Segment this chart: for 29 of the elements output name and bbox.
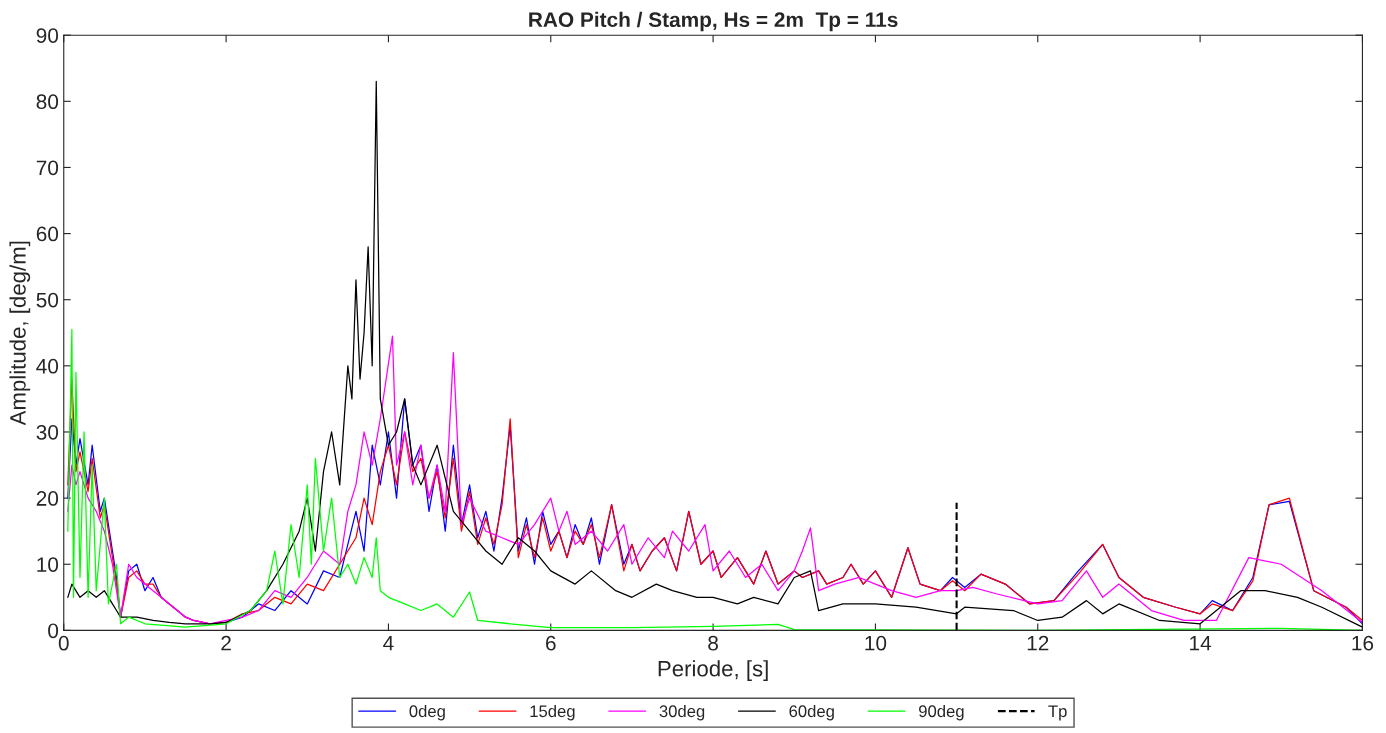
legend-label: 0deg [409, 704, 445, 721]
y-tick-label: 80 [36, 94, 59, 110]
line-series [67, 80, 1363, 628]
y-tick-label: 70 [36, 160, 59, 176]
legend-label: 90deg [919, 704, 964, 721]
x-tick-label: 8 [708, 635, 718, 651]
x-tick-label: 16 [1352, 635, 1374, 651]
legend-label: 30deg [659, 704, 705, 721]
y-tick-label: 10 [37, 557, 59, 572]
y-tick-label: 20 [36, 491, 59, 506]
x-tick-label: 4 [383, 636, 394, 651]
x-tick-label: 0 [58, 635, 69, 651]
x-tick-label: 12 [1027, 635, 1049, 651]
x-tick-label: 6 [546, 635, 556, 651]
legend-label: Tp [1048, 705, 1067, 721]
y-axis-title: Amplitude, [deg/m] [9, 241, 31, 426]
x-axis-title: Periode, [s] [658, 660, 768, 681]
y-tick-label: 50 [36, 292, 59, 308]
y-tick-label: 40 [36, 358, 59, 374]
x-tick-label: 10 [865, 635, 887, 651]
x-tick-label: 2 [221, 635, 231, 651]
x-tick-label: 14 [1190, 636, 1212, 651]
y-tick-label: 30 [36, 424, 59, 440]
y-tick-label: 0 [48, 623, 59, 639]
y-tick-label: 60 [36, 226, 59, 242]
chart-title: RAO Pitch / Stamp, Hs = 2m Tp = 11s [529, 11, 898, 32]
y-tick-label: 90 [36, 28, 59, 43]
legend-label: 15deg [530, 704, 575, 721]
legend-label: 60deg [789, 704, 834, 721]
